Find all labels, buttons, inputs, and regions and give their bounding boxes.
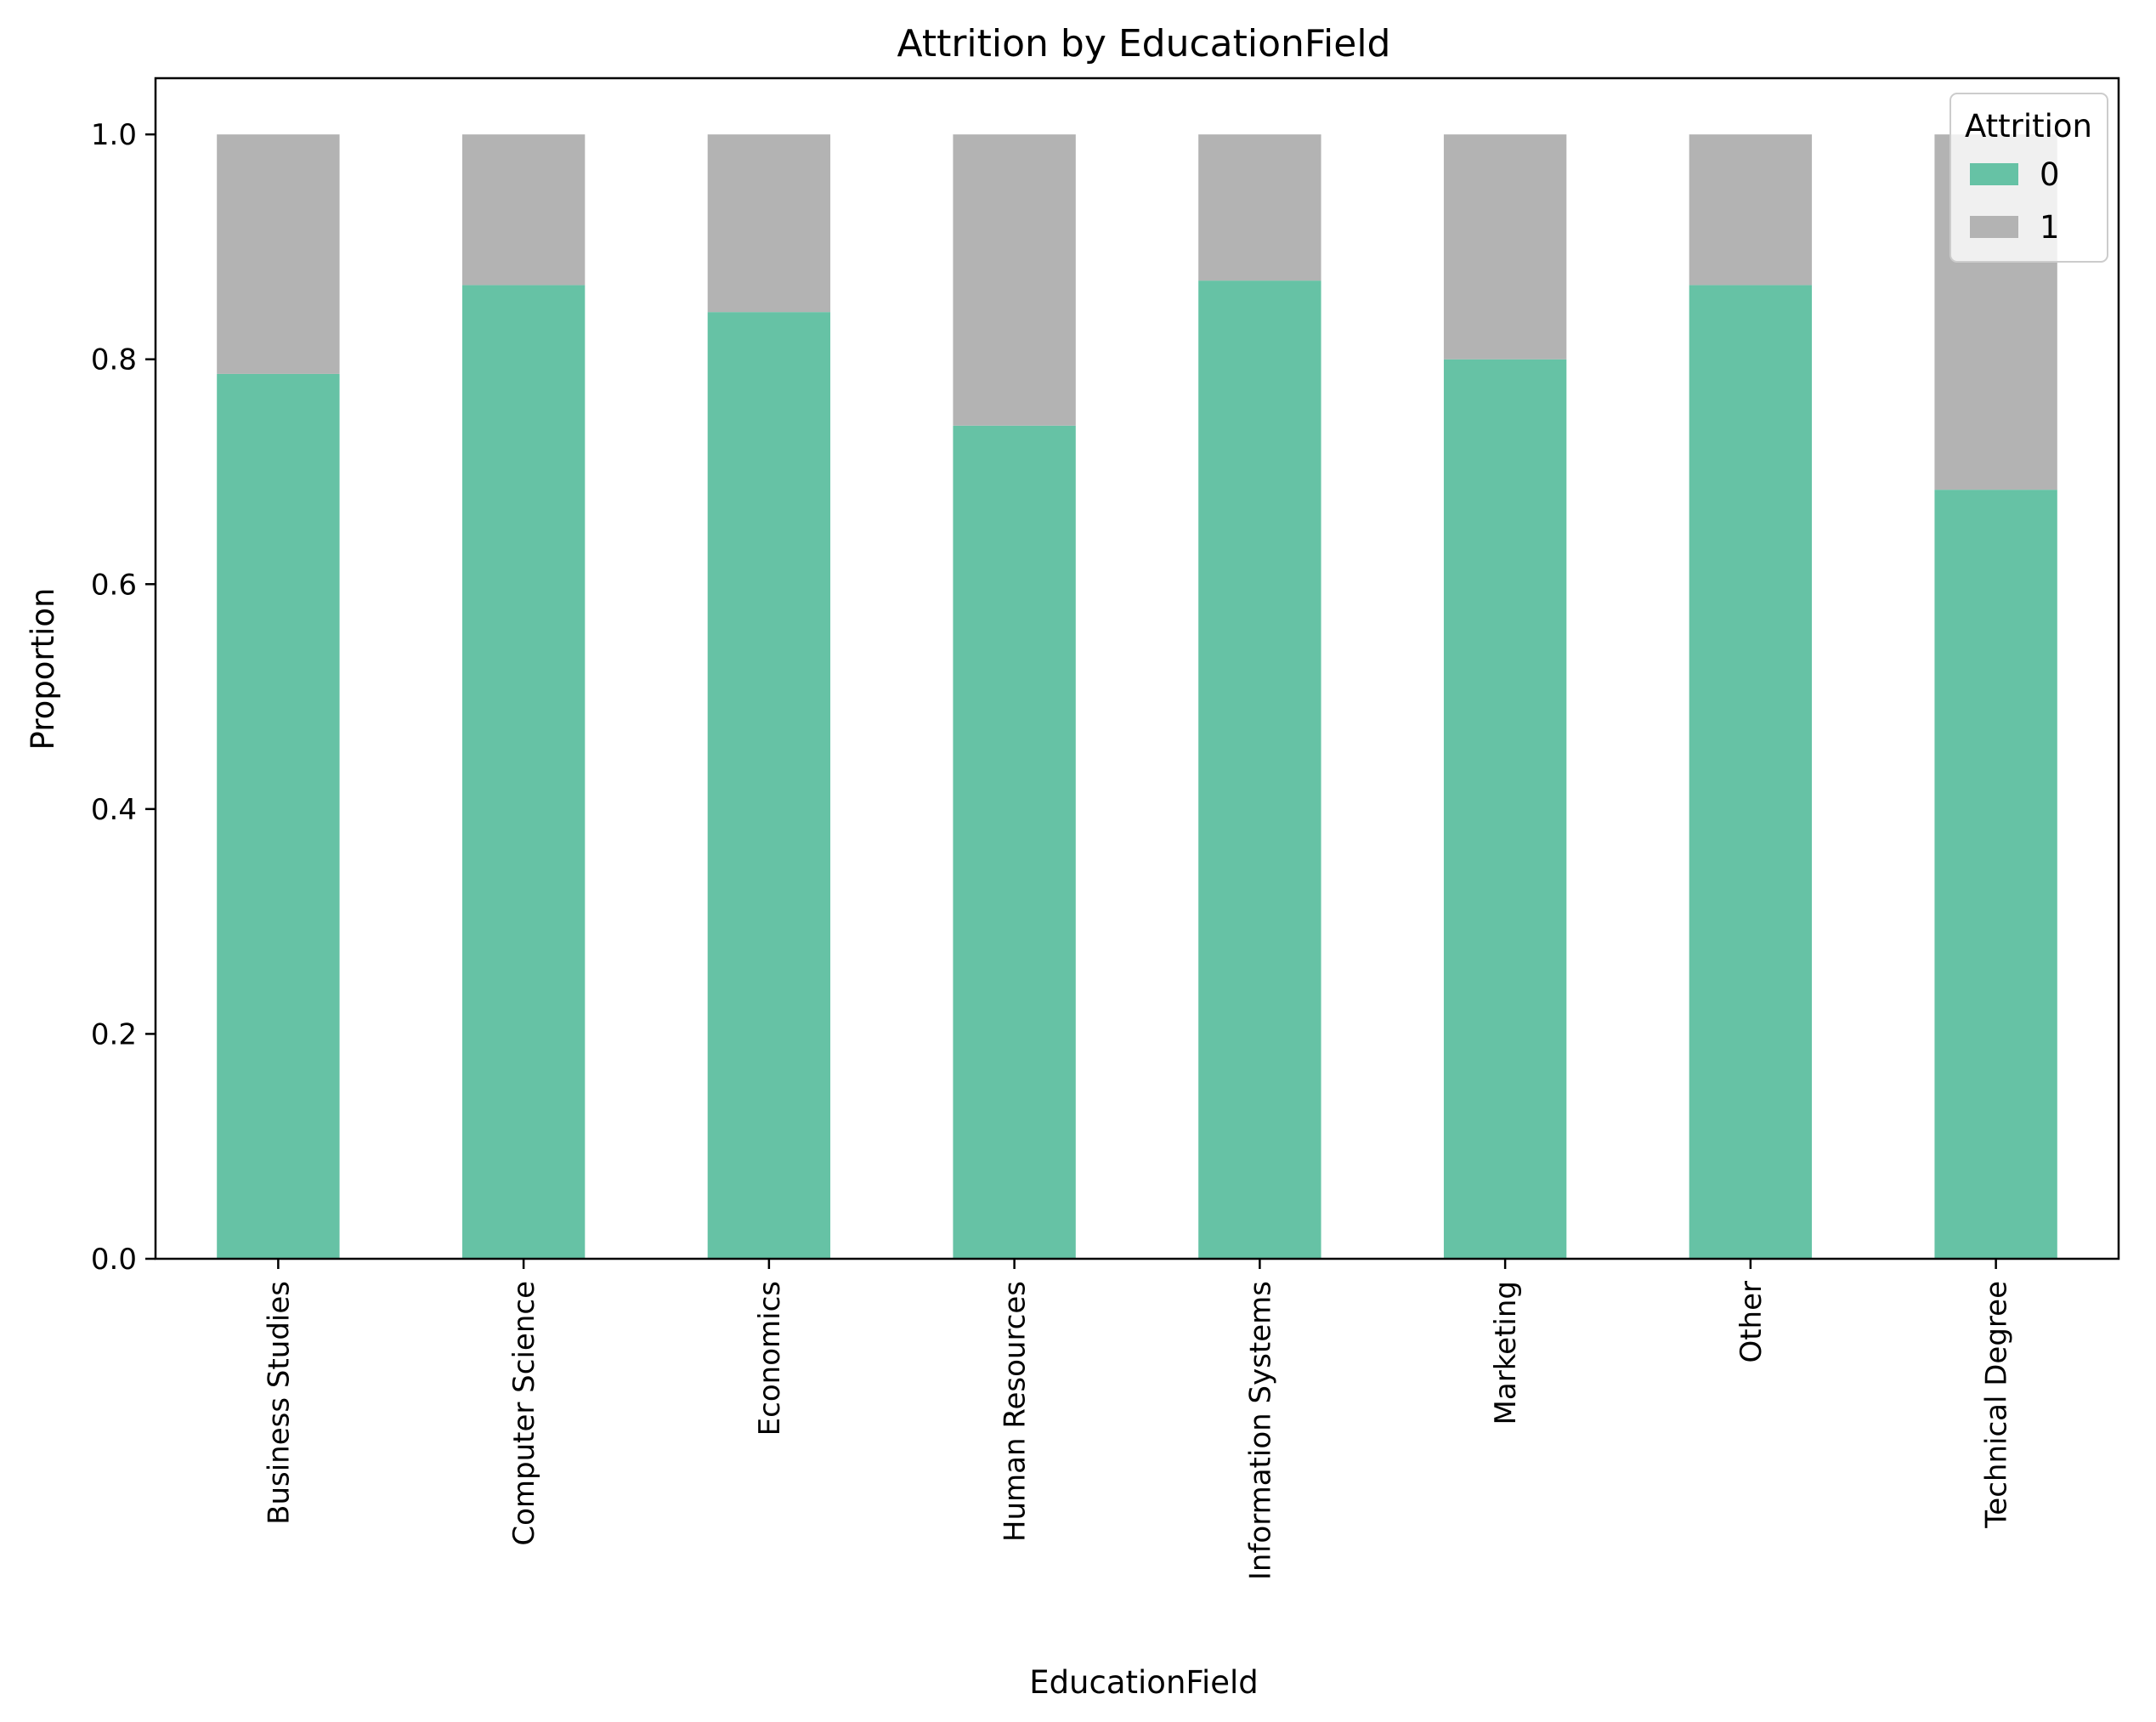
y-tick-label: 0.2 [91,1017,137,1051]
bar-technical-degree-series-0 [1934,490,2057,1259]
bar-business-studies-series-0 [217,373,340,1260]
x-axis: Business Studies Computer Science Economic… [262,1259,2014,1580]
bar-economics-series-0 [707,312,831,1259]
bar-economics-series-1 [707,134,831,313]
bar-other-series-1 [1689,134,1813,286]
x-tick-label: Human Resources [999,1281,1033,1542]
bar-business-studies-series-1 [217,134,340,374]
y-axis-label: Proportion [25,588,61,751]
y-tick-label: 0.6 [91,568,137,602]
bar-information-systems-series-1 [1198,134,1321,281]
legend-label-0: 0 [2040,156,2060,193]
chart-title: Attrition by EducationField [897,22,1391,65]
y-tick-label: 0.0 [91,1243,137,1277]
x-tick-label: Technical Degree [1980,1281,2014,1529]
x-tick-label: Other [1734,1281,1768,1363]
x-axis-label: EducationField [1029,1664,1259,1701]
bar-marketing-series-0 [1443,359,1567,1259]
y-tick-label: 0.4 [91,793,137,827]
x-tick-label: Information Systems [1243,1281,1277,1580]
bar-information-systems-series-0 [1198,280,1321,1260]
legend-swatch-0 [1970,163,2018,185]
x-tick-label: Business Studies [262,1281,296,1525]
bar-computer-science-series-1 [461,134,586,286]
bar-marketing-series-1 [1443,134,1567,360]
plot-frame [154,76,2120,1260]
x-tick-label: Computer Science [507,1281,541,1546]
bars-group [217,134,2057,1260]
x-tick-label: Economics [753,1281,787,1436]
bar-human-resources-series-1 [953,134,1076,426]
legend-swatch-1 [1970,216,2018,238]
y-axis: 0.0 0.2 0.4 0.6 0.8 1.0 [91,118,156,1277]
y-tick-label: 1.0 [91,118,137,152]
bar-other-series-0 [1689,285,1813,1259]
x-tick-label: Marketing [1489,1281,1523,1425]
legend-label-1: 1 [2040,209,2060,246]
bar-computer-science-series-0 [461,285,586,1259]
bar-human-resources-series-0 [953,425,1076,1260]
legend: Attrition 0 1 [1949,93,2108,263]
legend-title: Attrition [1965,108,2092,144]
y-tick-label: 0.8 [91,343,137,377]
